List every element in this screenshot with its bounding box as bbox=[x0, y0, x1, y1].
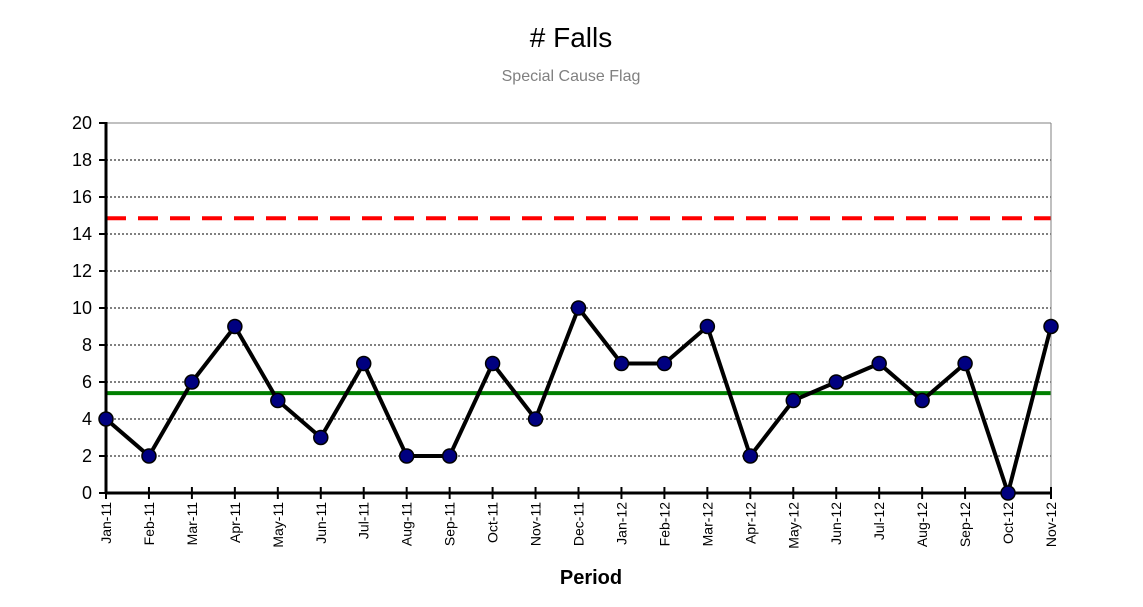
x-tick-label: Aug-11 bbox=[399, 502, 415, 546]
data-point bbox=[1000, 485, 1016, 501]
y-tick-label: 10 bbox=[72, 298, 92, 318]
data-point bbox=[785, 392, 802, 409]
x-tick-label: Feb-12 bbox=[656, 502, 672, 547]
data-point bbox=[699, 318, 716, 335]
data-point bbox=[313, 429, 329, 446]
y-tick-label: 18 bbox=[72, 150, 92, 170]
data-point bbox=[613, 355, 630, 372]
data-point bbox=[398, 448, 415, 464]
x-tick-label: May-11 bbox=[270, 502, 286, 548]
chart-title: # Falls bbox=[530, 22, 612, 53]
x-tick-label: Oct-11 bbox=[485, 502, 501, 543]
x-tick-label: Aug-12 bbox=[914, 502, 930, 547]
data-point bbox=[1043, 318, 1059, 335]
y-tick-label: 20 bbox=[72, 113, 92, 133]
data-point bbox=[742, 448, 759, 464]
data-point bbox=[184, 374, 200, 390]
data-point bbox=[270, 392, 286, 409]
x-axis-label: Period bbox=[560, 567, 622, 589]
data-point bbox=[527, 411, 544, 427]
x-tick-label: Mar-11 bbox=[184, 502, 200, 546]
y-tick-label: 2 bbox=[82, 446, 92, 466]
data-point bbox=[98, 411, 114, 427]
y-tick-label: 4 bbox=[82, 409, 92, 429]
x-tick-label: Nov-11 bbox=[528, 502, 544, 546]
data-point bbox=[227, 318, 243, 335]
x-axis-ticks: Jan-11 Feb-11 Mar-11 Apr-11 May-11 Jun-11 Jul-… bbox=[98, 487, 1059, 549]
y-tick-label: 8 bbox=[82, 335, 92, 355]
x-tick-label: Apr-11 bbox=[227, 502, 243, 543]
x-tick-label: Jan-11 bbox=[98, 502, 114, 544]
x-tick-label: Jan-12 bbox=[613, 502, 629, 545]
y-tick-label: 16 bbox=[72, 187, 92, 207]
x-tick-label: Feb-11 bbox=[141, 502, 157, 546]
x-tick-label: Dec-11 bbox=[571, 502, 587, 546]
data-point bbox=[484, 355, 501, 372]
x-tick-label: Apr-12 bbox=[742, 502, 758, 544]
series-layer bbox=[98, 300, 1059, 501]
x-tick-label: Sep-12 bbox=[957, 502, 973, 547]
x-tick-label: May-12 bbox=[785, 502, 801, 549]
y-tick-label: 14 bbox=[72, 224, 92, 244]
gridlines bbox=[106, 122, 1051, 457]
chart-subtitle: Special Cause Flag bbox=[502, 68, 641, 85]
x-tick-label: Sep-11 bbox=[442, 502, 458, 546]
y-tick-label: 6 bbox=[82, 372, 92, 392]
x-tick-label: Jul-11 bbox=[356, 502, 372, 539]
x-tick-label: Nov-12 bbox=[1043, 502, 1059, 547]
series-line bbox=[104, 306, 1053, 495]
data-point bbox=[871, 355, 887, 372]
y-tick-label: 0 bbox=[82, 483, 92, 503]
data-point bbox=[355, 355, 372, 372]
x-tick-label: Mar-12 bbox=[699, 502, 715, 547]
data-point bbox=[141, 448, 157, 464]
data-point bbox=[914, 392, 930, 409]
x-tick-label: Jun-11 bbox=[313, 502, 329, 544]
data-point bbox=[957, 355, 973, 372]
data-point bbox=[570, 300, 587, 316]
data-point bbox=[828, 374, 844, 390]
data-point bbox=[656, 355, 673, 372]
x-tick-label: Jul-12 bbox=[871, 502, 887, 540]
x-tick-label: Jun-12 bbox=[828, 502, 844, 545]
y-axis-ticks: 0 2 4 6 8 10 12 14 16 18 20 bbox=[72, 113, 106, 503]
y-tick-label: 12 bbox=[72, 261, 92, 281]
x-tick-label: Oct-12 bbox=[1000, 502, 1016, 544]
reference-lines bbox=[106, 216, 1051, 396]
data-point bbox=[441, 448, 458, 464]
